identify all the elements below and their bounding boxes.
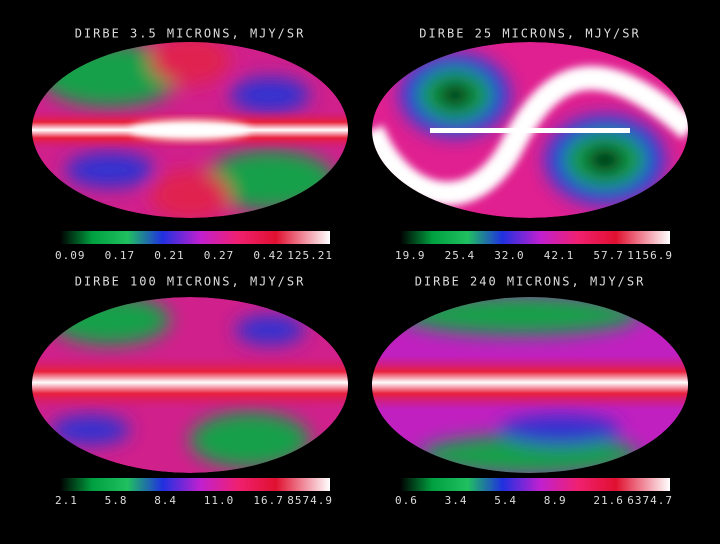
sky-map <box>372 42 688 218</box>
sky-map <box>32 297 348 473</box>
color-bar <box>400 478 670 491</box>
panel-title: DIRBE 3.5 MICRONS, MJY/SR <box>75 27 306 41</box>
scale-label: 5.4 <box>494 494 517 507</box>
color-bar <box>60 231 330 244</box>
sky-map <box>372 297 688 473</box>
scale-label: 2.1 <box>55 494 78 507</box>
panel-title: DIRBE 25 MICRONS, MJY/SR <box>419 27 640 41</box>
scale-label: 0.21 <box>154 249 185 262</box>
scale-label: 42.1 <box>544 249 575 262</box>
scale-label: 3.4 <box>445 494 468 507</box>
scale-label: 16.7 <box>253 494 284 507</box>
scale-label: 0.17 <box>105 249 136 262</box>
sky-map <box>32 42 348 218</box>
panel-title: DIRBE 240 MICRONS, MJY/SR <box>415 275 646 289</box>
scale-label: 0.6 <box>395 494 418 507</box>
scale-label: 0.27 <box>204 249 235 262</box>
scale-label: 57.7 <box>593 249 624 262</box>
scale-label: 1156.9 <box>627 249 673 262</box>
color-bar <box>60 478 330 491</box>
scale-label: 8.4 <box>154 494 177 507</box>
scale-label: 19.9 <box>395 249 426 262</box>
scale-label: 6374.7 <box>627 494 673 507</box>
scale-label: 0.42 <box>253 249 284 262</box>
scale-label: 0.09 <box>55 249 86 262</box>
scale-labels: 0.09 0.17 0.21 0.27 0.42 125.21 19.9 25.4 32.0 42… <box>55 249 673 507</box>
scale-label: 11.0 <box>204 494 235 507</box>
scale-label: 8574.9 <box>287 494 333 507</box>
color-bar <box>400 231 670 244</box>
panel-title: DIRBE 100 MICRONS, MJY/SR <box>75 275 306 289</box>
scale-label: 32.0 <box>494 249 525 262</box>
scale-label: 5.8 <box>105 494 128 507</box>
scale-label: 125.21 <box>287 249 333 262</box>
scale-label: 25.4 <box>445 249 476 262</box>
scale-label: 21.6 <box>593 494 624 507</box>
scale-label: 8.9 <box>544 494 567 507</box>
